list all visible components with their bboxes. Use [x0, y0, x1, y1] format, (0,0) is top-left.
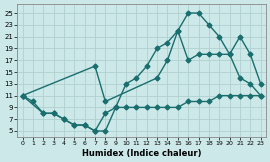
- X-axis label: Humidex (Indice chaleur): Humidex (Indice chaleur): [82, 149, 201, 158]
